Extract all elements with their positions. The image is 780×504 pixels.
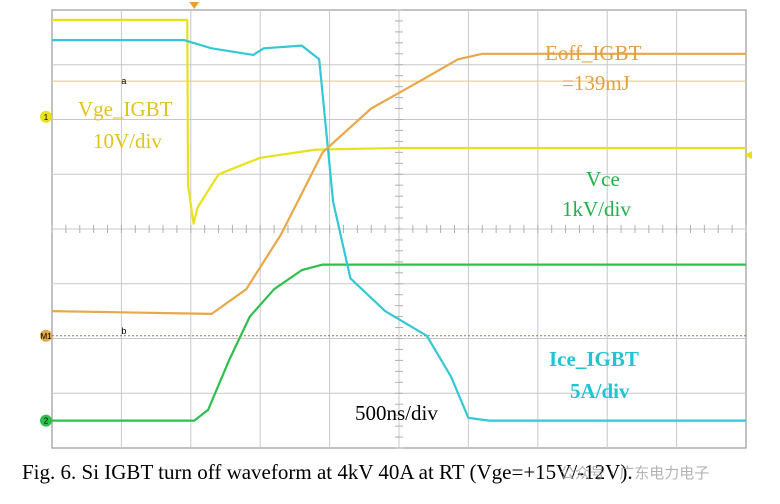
channel-2-marker-badge [40, 414, 52, 427]
trace-vce [52, 263, 746, 422]
timebase-label: 500ns/div [355, 401, 438, 425]
oscilloscope-plot: 1 2 M1 a b Vge_IGBT 10V/div Eoff_IGBT =139mJ… [40, 2, 752, 449]
plot-grid [51, 9, 747, 449]
vge-scale-label: 10V/div [93, 129, 162, 153]
channel-markers: 1 2 M1 a b [40, 2, 752, 427]
channel-1-marker-badge [40, 110, 52, 123]
vce-scale-label: 1kV/div [562, 197, 631, 221]
ref-a-marker: a [121, 76, 126, 86]
vge-name-label: Vge_IGBT [78, 97, 173, 121]
trace-ice-igbt [52, 39, 746, 422]
eoff-name-label: Eoff_IGBT [545, 41, 642, 65]
watermark: 公众号 · 广东电力电子 [560, 464, 710, 482]
channel-2-marker: 2 [40, 414, 52, 427]
math-m1-marker-text: M1 [40, 332, 52, 341]
trace-eoff-igbt [51, 52, 746, 315]
math-m1-marker-badge [40, 329, 52, 342]
vce-name-label: Vce [586, 167, 620, 191]
channel-2-marker-text: 2 [44, 417, 49, 426]
trigger-level-marker [744, 151, 752, 160]
ref-b-marker: b [121, 326, 126, 336]
traces [51, 18, 746, 422]
ice-name-label: Ice_IGBT [549, 347, 639, 371]
trigger-marker [189, 2, 200, 9]
trace-vge-igbt [52, 18, 746, 225]
ice-scale-label: 5A/div [570, 379, 630, 403]
figure-caption: Fig. 6. Si IGBT turn off waveform at 4kV… [22, 460, 633, 484]
math-m1-marker: M1 [40, 329, 52, 342]
channel-1-marker-text: 1 [44, 113, 49, 122]
channel-1-marker: 1 [40, 110, 52, 123]
eoff-value-label: =139mJ [562, 71, 630, 95]
